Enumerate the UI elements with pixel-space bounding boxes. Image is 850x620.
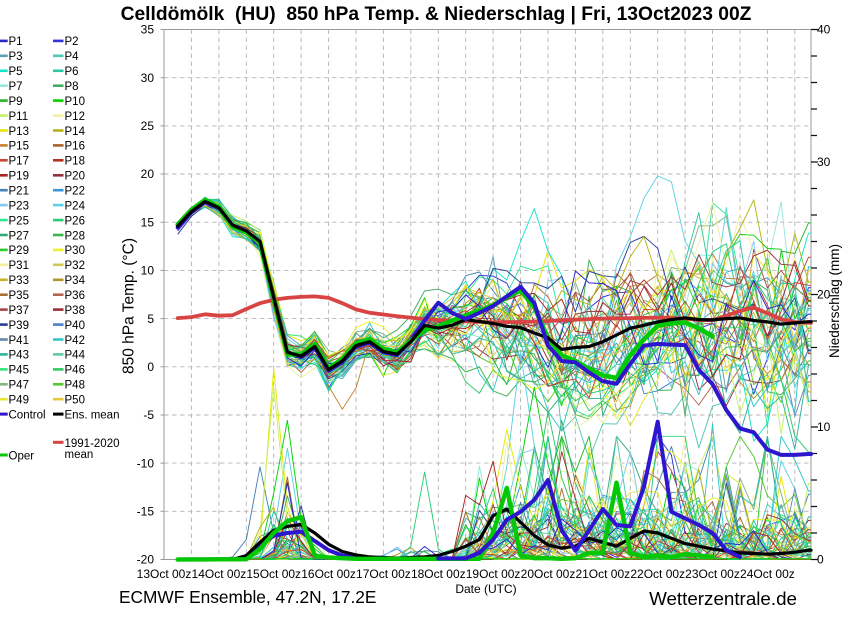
svg-text:P39: P39 xyxy=(9,320,29,332)
svg-text:23Oct 00z: 23Oct 00z xyxy=(685,567,740,581)
svg-text:P21: P21 xyxy=(9,186,29,198)
svg-text:15Oct 00z: 15Oct 00z xyxy=(246,567,301,581)
svg-text:0: 0 xyxy=(817,553,824,567)
svg-text:P27: P27 xyxy=(9,230,29,242)
svg-text:P31: P31 xyxy=(9,260,29,272)
svg-text:P28: P28 xyxy=(65,230,85,242)
svg-text:P22: P22 xyxy=(65,186,85,198)
svg-text:P49: P49 xyxy=(9,395,29,407)
svg-text:25: 25 xyxy=(141,119,155,133)
svg-text:P20: P20 xyxy=(65,171,85,183)
svg-text:P23: P23 xyxy=(9,200,29,212)
svg-text:P25: P25 xyxy=(9,215,29,227)
svg-text:19Oct 00z: 19Oct 00z xyxy=(466,567,521,581)
svg-text:P2: P2 xyxy=(65,36,79,48)
svg-text:P48: P48 xyxy=(65,380,85,392)
svg-text:P41: P41 xyxy=(9,335,29,347)
svg-text:Niederschlag (mm): Niederschlag (mm) xyxy=(827,244,842,358)
svg-text:P42: P42 xyxy=(65,335,85,347)
svg-text:Wetterzentrale.de: Wetterzentrale.de xyxy=(649,588,797,609)
svg-text:P37: P37 xyxy=(9,305,29,317)
svg-text:20: 20 xyxy=(817,288,831,302)
svg-text:13Oct 00z: 13Oct 00z xyxy=(137,567,192,581)
svg-text:5: 5 xyxy=(147,312,154,326)
svg-text:P45: P45 xyxy=(9,365,29,377)
svg-text:-10: -10 xyxy=(137,456,155,470)
svg-text:22Oct 00z: 22Oct 00z xyxy=(630,567,685,581)
svg-text:P13: P13 xyxy=(9,126,29,138)
svg-text:P10: P10 xyxy=(65,96,85,108)
svg-text:20Oct 00z: 20Oct 00z xyxy=(521,567,576,581)
svg-text:P47: P47 xyxy=(9,380,29,392)
svg-text:P14: P14 xyxy=(65,126,86,138)
svg-text:P34: P34 xyxy=(65,275,86,287)
svg-text:Celldömölk (HU) 850 hPa Temp: Celldömölk (HU) 850 hPa Temp. & Niedersc… xyxy=(121,4,752,25)
svg-text:10: 10 xyxy=(141,264,155,278)
svg-text:P30: P30 xyxy=(65,245,85,257)
svg-text:15: 15 xyxy=(141,215,155,229)
svg-text:P12: P12 xyxy=(65,111,85,123)
svg-text:P9: P9 xyxy=(9,96,23,108)
svg-text:30: 30 xyxy=(817,155,831,169)
svg-text:Oper: Oper xyxy=(9,450,35,462)
svg-text:P26: P26 xyxy=(65,215,85,227)
svg-text:14Oct 00z: 14Oct 00z xyxy=(192,567,247,581)
svg-text:-20: -20 xyxy=(137,553,155,567)
svg-text:1991-2020: 1991-2020 xyxy=(65,438,120,450)
svg-text:35: 35 xyxy=(141,23,155,37)
svg-text:P16: P16 xyxy=(65,141,85,153)
svg-text:Date (UTC): Date (UTC) xyxy=(455,582,516,596)
svg-text:30: 30 xyxy=(141,71,155,85)
svg-text:P8: P8 xyxy=(65,81,79,93)
svg-text:P46: P46 xyxy=(65,365,85,377)
svg-text:P17: P17 xyxy=(9,156,29,168)
svg-text:-5: -5 xyxy=(143,408,154,422)
svg-text:40: 40 xyxy=(817,23,831,37)
svg-text:Control: Control xyxy=(9,409,46,421)
svg-text:P6: P6 xyxy=(65,66,79,78)
svg-text:0: 0 xyxy=(147,360,154,374)
svg-text:P24: P24 xyxy=(65,200,86,212)
svg-text:P38: P38 xyxy=(65,305,85,317)
svg-text:21Oct 00z: 21Oct 00z xyxy=(575,567,630,581)
svg-text:P7: P7 xyxy=(9,81,23,93)
svg-text:P19: P19 xyxy=(9,171,29,183)
svg-text:-15: -15 xyxy=(137,505,155,519)
svg-text:P35: P35 xyxy=(9,290,29,302)
svg-text:mean: mean xyxy=(65,449,94,461)
svg-text:P3: P3 xyxy=(9,51,23,63)
svg-text:17Oct 00z: 17Oct 00z xyxy=(356,567,411,581)
svg-text:P50: P50 xyxy=(65,395,85,407)
svg-text:P40: P40 xyxy=(65,320,85,332)
svg-text:24Oct 00z: 24Oct 00z xyxy=(740,567,795,581)
svg-text:P11: P11 xyxy=(9,111,29,123)
svg-text:16Oct 00z: 16Oct 00z xyxy=(301,567,356,581)
svg-text:P33: P33 xyxy=(9,275,29,287)
svg-text:P18: P18 xyxy=(65,156,85,168)
svg-text:P15: P15 xyxy=(9,141,29,153)
svg-text:P44: P44 xyxy=(65,350,86,362)
svg-text:P32: P32 xyxy=(65,260,85,272)
svg-text:18Oct 00z: 18Oct 00z xyxy=(411,567,466,581)
svg-text:P5: P5 xyxy=(9,66,23,78)
svg-text:P4: P4 xyxy=(65,51,80,63)
svg-text:P1: P1 xyxy=(9,36,23,48)
svg-text:P43: P43 xyxy=(9,350,29,362)
svg-text:20: 20 xyxy=(141,167,155,181)
svg-text:10: 10 xyxy=(817,420,831,434)
svg-text:850 hPa Temp. (°C): 850 hPa Temp. (°C) xyxy=(121,238,138,374)
svg-text:Ens. mean: Ens. mean xyxy=(65,409,120,421)
svg-text:P29: P29 xyxy=(9,245,29,257)
svg-text:P36: P36 xyxy=(65,290,85,302)
svg-text:ECMWF Ensemble, 47.2N, 17.2E: ECMWF Ensemble, 47.2N, 17.2E xyxy=(119,587,376,607)
